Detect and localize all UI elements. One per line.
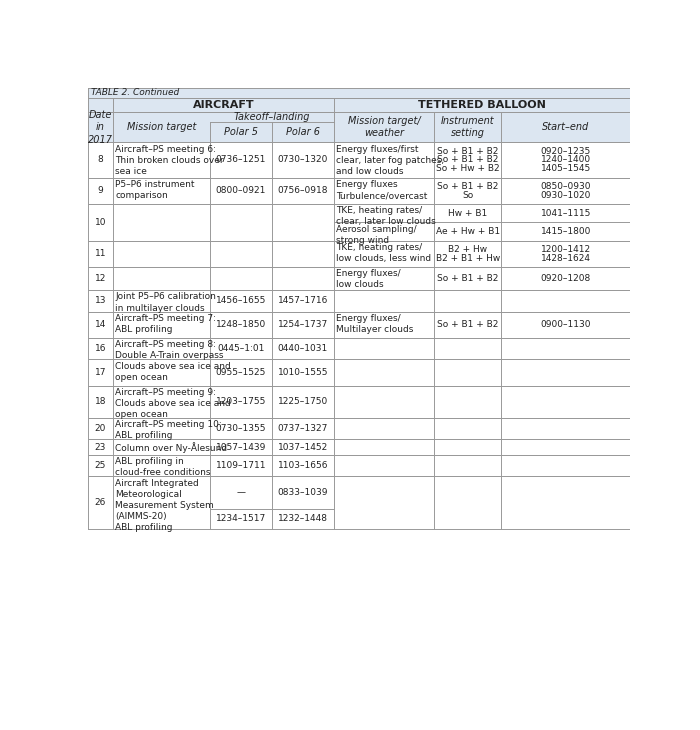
Text: 1232–1448: 1232–1448: [278, 515, 328, 523]
Text: 1457–1716: 1457–1716: [278, 296, 328, 305]
Text: 1200–1412: 1200–1412: [540, 245, 591, 254]
Text: 1234–1517: 1234–1517: [216, 515, 266, 523]
Text: 0736–1251: 0736–1251: [216, 155, 266, 164]
Text: 18: 18: [94, 397, 106, 407]
Text: So + B1 + B2: So + B1 + B2: [437, 155, 498, 164]
Text: 1109–1711: 1109–1711: [216, 461, 266, 470]
Text: Aircraft–PS meeting 7:
ABL profiling: Aircraft–PS meeting 7: ABL profiling: [116, 314, 216, 334]
Text: 1057–1439: 1057–1439: [216, 442, 266, 452]
Text: Polar 5: Polar 5: [224, 127, 258, 137]
Text: 8: 8: [97, 155, 103, 164]
Bar: [88, 439, 630, 455]
Text: So + B1 + B2: So + B1 + B2: [437, 320, 498, 329]
Bar: [88, 204, 630, 241]
Text: Takeoff–landing: Takeoff–landing: [234, 112, 310, 122]
Text: Date
in
2017: Date in 2017: [88, 110, 113, 145]
Text: 0800–0921: 0800–0921: [216, 186, 266, 196]
Text: 1010–1555: 1010–1555: [278, 368, 328, 377]
Text: Start–end: Start–end: [542, 122, 589, 132]
Bar: [88, 290, 630, 312]
Text: 1456–1655: 1456–1655: [216, 296, 266, 305]
Text: Aircraft–PS meeting 10:
ABL profiling: Aircraft–PS meeting 10: ABL profiling: [116, 420, 222, 440]
Bar: [88, 418, 630, 439]
Text: 0756–0918: 0756–0918: [278, 186, 328, 196]
Text: Instrument
setting: Instrument setting: [441, 116, 494, 139]
Text: So + B1 + B2: So + B1 + B2: [437, 274, 498, 283]
Text: 26: 26: [94, 498, 106, 507]
Text: 1225–1750: 1225–1750: [278, 397, 328, 407]
Text: 0900–1130: 0900–1130: [540, 320, 591, 329]
Text: 1103–1656: 1103–1656: [278, 461, 328, 470]
Text: AIRCRAFT: AIRCRAFT: [193, 100, 254, 110]
Text: 0920–1235: 0920–1235: [540, 147, 591, 155]
Text: 9: 9: [97, 186, 103, 196]
Bar: [88, 267, 630, 290]
Text: Energy fluxes
Turbulence/overcast: Energy fluxes Turbulence/overcast: [336, 180, 428, 200]
Text: —: —: [237, 488, 246, 497]
Text: 0833–1039: 0833–1039: [278, 488, 328, 497]
Bar: [88, 99, 630, 112]
Text: So: So: [462, 191, 473, 199]
Text: 1240–1400: 1240–1400: [540, 155, 591, 164]
Text: Clouds above sea ice and
open ocean: Clouds above sea ice and open ocean: [116, 362, 231, 382]
Text: 13: 13: [94, 296, 106, 305]
Text: Aircraft–PS meeting 9:
Clouds above sea ice and
open ocean: Aircraft–PS meeting 9: Clouds above sea …: [116, 388, 231, 419]
Text: 0920–1208: 0920–1208: [540, 274, 591, 283]
Text: 0930–1020: 0930–1020: [540, 191, 591, 199]
Text: P5–P6 instrument
comparison: P5–P6 instrument comparison: [116, 180, 195, 200]
Text: B2 + Hw: B2 + Hw: [448, 245, 487, 254]
Text: 0955–1525: 0955–1525: [216, 368, 266, 377]
Bar: [88, 88, 630, 99]
Text: TETHERED BALLOON: TETHERED BALLOON: [418, 100, 546, 110]
Text: Energy fluxes/
low clouds: Energy fluxes/ low clouds: [336, 269, 401, 289]
Text: 1248–1850: 1248–1850: [216, 320, 266, 329]
Text: So + B1 + B2: So + B1 + B2: [437, 182, 498, 191]
Text: 10: 10: [94, 218, 106, 227]
Text: 0737–1327: 0737–1327: [278, 424, 328, 433]
Text: 14: 14: [94, 320, 106, 329]
Bar: [88, 338, 630, 359]
Text: Mission target/
weather: Mission target/ weather: [348, 116, 420, 139]
Bar: [88, 385, 630, 418]
Text: Column over Ny-Ålesund: Column over Ny-Ålesund: [116, 442, 228, 453]
Bar: [88, 177, 630, 204]
Text: 23: 23: [94, 442, 106, 452]
Bar: [88, 142, 630, 177]
Text: Aircraft–PS meeting 6:
Thin broken clouds over
sea ice: Aircraft–PS meeting 6: Thin broken cloud…: [116, 145, 224, 176]
Text: 12: 12: [94, 274, 106, 283]
Text: 11: 11: [94, 250, 106, 258]
Text: Ae + Hw + B1: Ae + Hw + B1: [435, 227, 500, 236]
Bar: [88, 477, 630, 529]
Text: Joint P5–P6 calibration
in multilayer clouds: Joint P5–P6 calibration in multilayer cl…: [116, 293, 216, 312]
Text: 1203–1755: 1203–1755: [216, 397, 266, 407]
Text: 25: 25: [94, 461, 106, 470]
Text: 17: 17: [94, 368, 106, 377]
Text: TKE, heating rates/
low clouds, less wind: TKE, heating rates/ low clouds, less win…: [336, 243, 431, 264]
Text: 0445–1:01: 0445–1:01: [217, 344, 265, 353]
Text: Aircraft–PS meeting 8:
Double A-Train overpass: Aircraft–PS meeting 8: Double A-Train ov…: [116, 340, 224, 361]
Bar: [88, 241, 630, 267]
Text: 1405–1545: 1405–1545: [540, 164, 591, 173]
Text: TABLE 2. Continued: TABLE 2. Continued: [90, 88, 179, 98]
Text: Energy fluxes/first
clear, later fog patches,
and low clouds: Energy fluxes/first clear, later fog pat…: [336, 145, 444, 176]
Text: Energy fluxes/
Multilayer clouds: Energy fluxes/ Multilayer clouds: [336, 314, 414, 334]
Text: 0730–1320: 0730–1320: [278, 155, 328, 164]
Text: Aircraft Integrated
Meteorological
Measurement System
(AIMMS-20)
ABL profiling: Aircraft Integrated Meteorological Measu…: [116, 479, 214, 532]
Bar: [88, 312, 630, 338]
Text: 1428–1624: 1428–1624: [540, 254, 591, 263]
Text: 0730–1355: 0730–1355: [216, 424, 266, 433]
Text: ABL profiling in
cloud-free conditions: ABL profiling in cloud-free conditions: [116, 457, 211, 477]
Text: 1041–1115: 1041–1115: [540, 209, 591, 218]
Bar: [88, 112, 630, 142]
Text: So + B1 + B2: So + B1 + B2: [437, 147, 498, 155]
Text: 1037–1452: 1037–1452: [278, 442, 328, 452]
Text: Mission target: Mission target: [127, 122, 196, 132]
Text: Hw + B1: Hw + B1: [448, 209, 487, 218]
Text: Polar 6: Polar 6: [286, 127, 320, 137]
Text: 0850–0930: 0850–0930: [540, 182, 591, 191]
Text: 16: 16: [94, 344, 106, 353]
Text: 20: 20: [94, 424, 106, 433]
Text: 0440–1031: 0440–1031: [278, 344, 328, 353]
Text: Aerosol sampling/
strong wind: Aerosol sampling/ strong wind: [336, 225, 417, 245]
Text: TKE, heating rates/
clear, later low clouds: TKE, heating rates/ clear, later low clo…: [336, 206, 436, 226]
